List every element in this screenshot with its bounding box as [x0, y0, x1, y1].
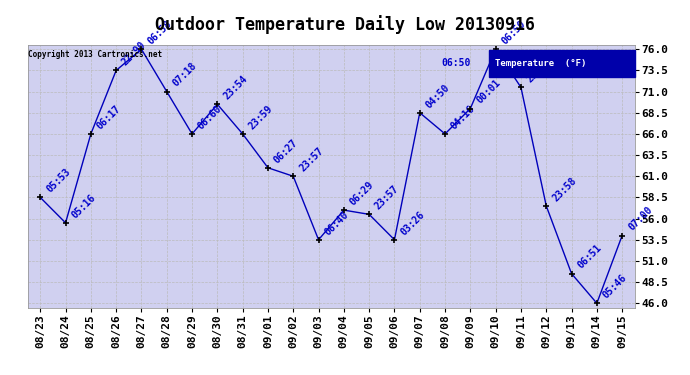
Text: 06:51: 06:51 [575, 243, 604, 271]
Text: 06:60: 06:60 [196, 103, 224, 131]
Text: 05:16: 05:16 [70, 192, 97, 220]
Text: Temperature  (°F): Temperature (°F) [495, 59, 586, 68]
Text: 05:53: 05:53 [44, 167, 72, 195]
Text: 06:17: 06:17 [95, 103, 123, 131]
Text: 06:29: 06:29 [348, 180, 376, 207]
Text: 06:58: 06:58 [146, 19, 173, 46]
Text: 07:18: 07:18 [171, 61, 199, 89]
Text: 23:56: 23:56 [525, 57, 553, 84]
Text: 06:40: 06:40 [323, 209, 351, 237]
Text: 04:16: 04:16 [449, 103, 477, 131]
Text: 06:50: 06:50 [442, 58, 471, 68]
Text: 23:57: 23:57 [373, 184, 401, 211]
Text: 23:58: 23:58 [551, 175, 578, 203]
Text: Copyright 2013 Cartronics.net: Copyright 2013 Cartronics.net [28, 50, 162, 59]
Text: 06:27: 06:27 [272, 137, 300, 165]
Text: 03:26: 03:26 [399, 209, 426, 237]
Text: Outdoor Temperature Daily Low 20130916: Outdoor Temperature Daily Low 20130916 [155, 15, 535, 34]
Text: 00:01: 00:01 [475, 78, 502, 106]
Text: 04:50: 04:50 [424, 82, 452, 110]
Text: 07:00: 07:00 [627, 205, 654, 233]
FancyBboxPatch shape [489, 50, 635, 76]
Text: 05:46: 05:46 [601, 273, 629, 300]
Text: 23:57: 23:57 [297, 146, 325, 174]
Text: 23:54: 23:54 [221, 74, 249, 102]
Text: 06:50: 06:50 [500, 19, 528, 46]
Text: 22:90: 22:90 [120, 40, 148, 68]
Text: 23:59: 23:59 [247, 103, 275, 131]
